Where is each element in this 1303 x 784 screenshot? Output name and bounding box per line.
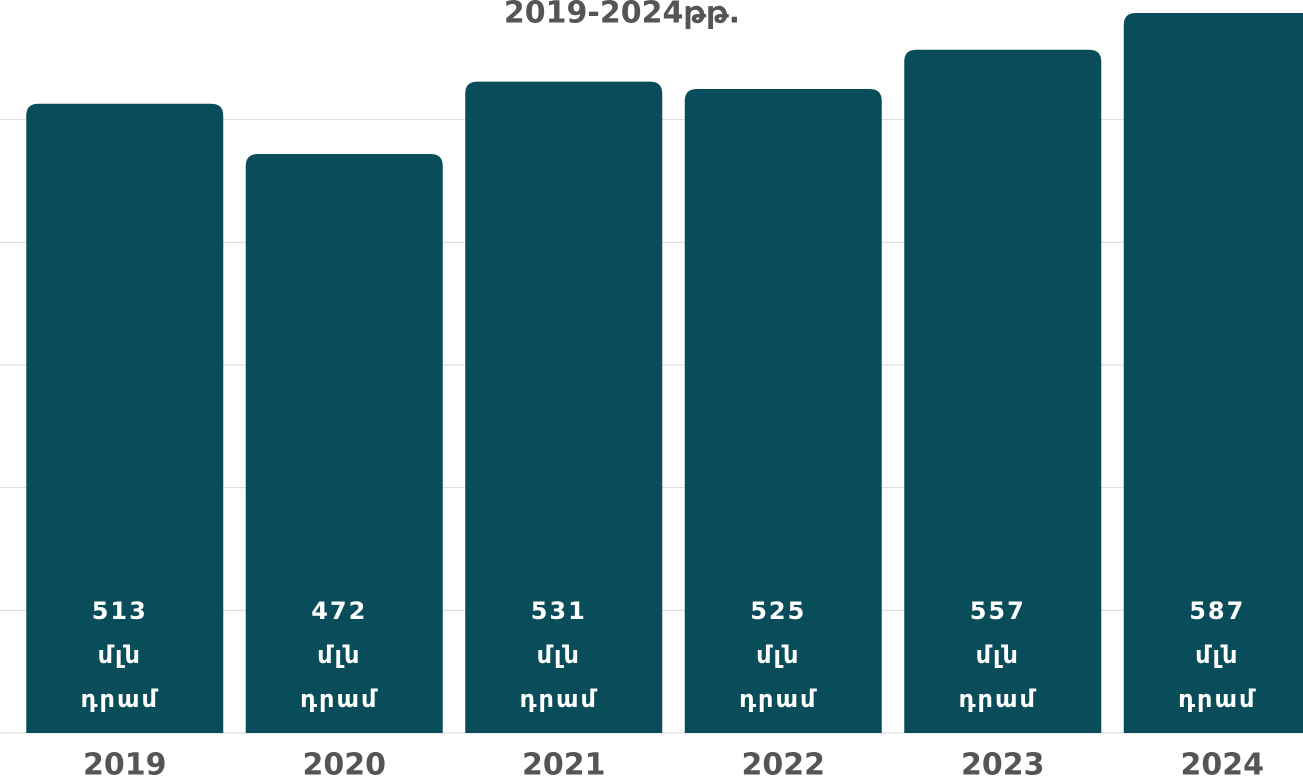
data-label-line: դրամ <box>81 685 159 713</box>
data-label-line: 513 <box>92 597 148 625</box>
x-tick-label: 2020 <box>303 748 387 783</box>
data-label-line: մլն <box>537 641 581 669</box>
x-tick-label: 2019 <box>83 748 167 783</box>
data-label-line: դրամ <box>1178 685 1256 713</box>
data-label-line: 557 <box>970 597 1026 625</box>
x-tick-label: 2024 <box>1181 748 1265 783</box>
data-label: 525 մլն դրամ <box>739 597 817 713</box>
data-label-line: դրամ <box>300 685 378 713</box>
bar <box>904 49 1102 734</box>
bar <box>465 81 663 733</box>
data-label-line: 472 <box>311 597 367 625</box>
x-tick-label: 2023 <box>961 748 1045 783</box>
data-label-line: 531 <box>531 597 587 625</box>
chart-title: 2019-2024թթ. <box>504 0 740 31</box>
data-label: 531 մլն դրամ <box>520 597 598 713</box>
data-label: 513 մլն դրամ <box>81 597 159 713</box>
data-label-line: մլն <box>98 641 142 669</box>
data-label-line: մլն <box>317 641 361 669</box>
data-label: 587 մլն դրամ <box>1178 597 1256 713</box>
data-label-line: մլն <box>976 641 1020 669</box>
data-label: 557 մլն դրամ <box>959 597 1037 713</box>
bar <box>1123 12 1303 733</box>
data-label-line: 525 <box>750 597 806 625</box>
x-tick-label: 2021 <box>522 748 606 783</box>
data-label-line: մլն <box>1195 641 1239 669</box>
data-label-line: մլն <box>756 641 800 669</box>
data-label: 472 մլն դրամ <box>300 597 378 713</box>
x-tick-label: 2022 <box>742 748 826 783</box>
data-label-line: դրամ <box>520 685 598 713</box>
data-label-line: դրամ <box>959 685 1037 713</box>
data-label-line: 587 <box>1189 597 1245 625</box>
bar <box>684 89 882 733</box>
data-label-line: դրամ <box>739 685 817 713</box>
bar <box>245 154 443 734</box>
bar <box>26 103 224 734</box>
